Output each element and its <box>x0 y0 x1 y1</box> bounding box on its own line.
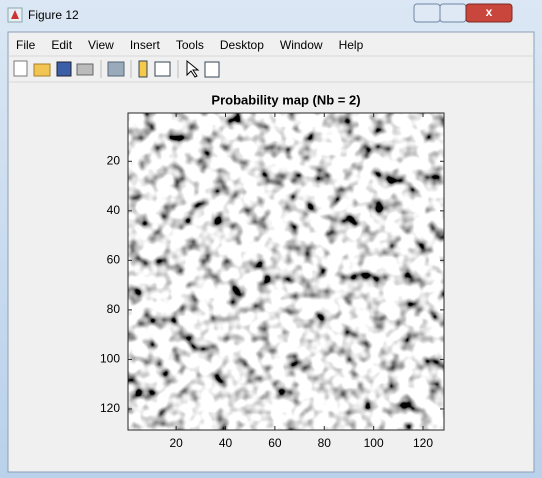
chart-title: Probability map (Nb = 2) <box>211 92 360 107</box>
menu-item[interactable]: Desktop <box>220 38 264 52</box>
tool-legend[interactable] <box>154 61 171 77</box>
y-tick-label: 100 <box>100 352 120 366</box>
toolbar <box>13 59 220 78</box>
x-tick-label: 120 <box>413 436 433 450</box>
tool-print[interactable] <box>76 63 94 76</box>
x-tick-label: 40 <box>219 436 233 450</box>
tool-new[interactable] <box>13 60 28 77</box>
menu-item[interactable]: File <box>16 38 36 52</box>
y-tick-label: 40 <box>107 203 121 217</box>
menu-item[interactable]: Help <box>339 38 364 52</box>
menu-bar: File Edit View Insert Tools Desktop Window Help <box>16 38 364 52</box>
tool-link[interactable] <box>107 61 125 77</box>
y-tick-label: 20 <box>107 153 121 167</box>
minimize-button[interactable] <box>413 3 441 23</box>
x-tick-label: 80 <box>318 436 332 450</box>
x-tick-label: 100 <box>364 436 384 450</box>
y-tick-label: 60 <box>107 253 121 267</box>
y-tick-label: 80 <box>107 302 121 316</box>
x-tick-label: 20 <box>169 436 183 450</box>
tool-plot-browser[interactable] <box>204 61 220 78</box>
probability-image <box>128 113 444 430</box>
close-glyph: x <box>486 5 493 19</box>
menu-item[interactable]: View <box>88 38 114 52</box>
maximize-button[interactable] <box>439 3 467 23</box>
window-title: Figure 12 <box>28 8 79 22</box>
tool-colorbar[interactable] <box>138 60 148 78</box>
axes-box <box>127 112 445 431</box>
menu-item[interactable]: Window <box>280 38 323 52</box>
close-button[interactable] <box>465 3 513 23</box>
ticks: 20 40 60 80 100 120 20 40 60 80 100 120 <box>100 113 444 450</box>
menu-item[interactable]: Tools <box>176 38 204 52</box>
tool-open[interactable] <box>33 63 51 77</box>
tool-pointer[interactable] <box>186 59 200 78</box>
menu-item[interactable]: Insert <box>130 38 161 52</box>
app-icon-glyph <box>11 10 19 19</box>
x-tick-label: 60 <box>268 436 282 450</box>
menu-item[interactable]: Edit <box>51 38 72 52</box>
tool-save[interactable] <box>56 61 72 77</box>
y-tick-label: 120 <box>100 401 120 415</box>
